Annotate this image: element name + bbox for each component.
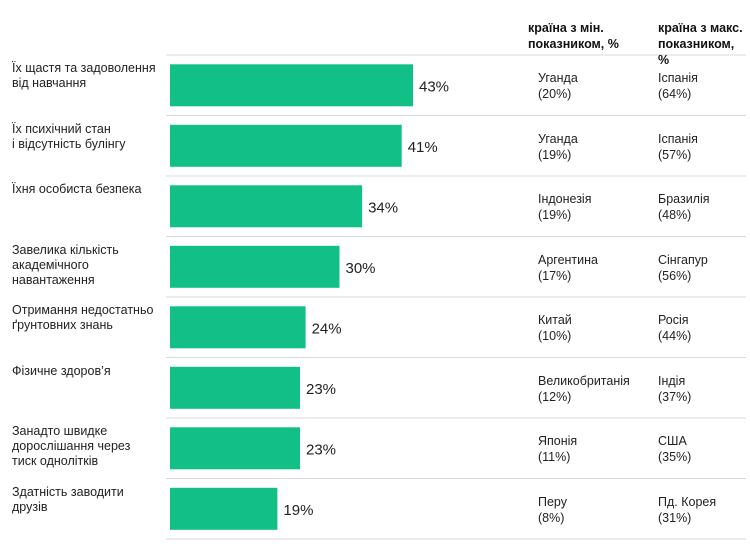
value-label: 30% [346, 260, 376, 277]
min-country-cell-value: (8%) [538, 510, 565, 525]
min-country-cell-value: (19%) [538, 147, 572, 162]
min-country-cell-value: (11%) [538, 450, 571, 464]
bar [170, 306, 306, 349]
min-country-cell-value: (20%) [538, 87, 572, 101]
bar [170, 245, 340, 288]
max-country-cell: Пд. Корея (31%) [658, 494, 716, 526]
max-country-cell: Іспанія (57%) [658, 131, 698, 163]
min-country-cell-name: Уганда [538, 71, 578, 85]
max-country-cell: Росія (44%) [658, 312, 691, 344]
category-label-line: Фізичне здоров’я [12, 363, 111, 378]
bar [170, 64, 413, 107]
min-country-cell: Уганда (20%) [538, 70, 578, 102]
value-label: 41% [408, 139, 438, 156]
max-country-cell-value: (57%) [658, 147, 692, 162]
max-country-cell-name: Пд. Корея [658, 494, 717, 509]
category-label-line: академічного [12, 257, 89, 272]
min-country-cell: Аргентина (17%) [538, 252, 598, 284]
category-label: Отримання недостатньо ґрунтовних знань [12, 303, 162, 333]
category-label-line: Завелика кількість [12, 242, 119, 257]
min-country-cell-name: Японія [538, 434, 578, 448]
min-country-cell-name: Уганда [538, 131, 578, 146]
max-country-cell-value: (35%) [658, 450, 692, 464]
max-country-cell: Сінгапур (56%) [658, 252, 708, 284]
min-country-cell-name: Великобританія [538, 373, 630, 388]
max-country-cell-value: (44%) [658, 329, 692, 343]
min-country-cell: Китай (10%) [538, 312, 572, 344]
min-country-cell-name: Перу [538, 494, 567, 509]
min-country-cell-value: (19%) [538, 208, 572, 222]
min-country-cell: Великобританія (12%) [538, 373, 630, 405]
value-label: 19% [283, 502, 313, 519]
category-label: Їхня особиста безпека [12, 182, 162, 197]
bar [170, 487, 278, 530]
value-label: 23% [306, 381, 336, 398]
min-country-cell-value: (17%) [538, 268, 572, 283]
category-label: Завелика кількість академічного навантажен… [12, 243, 162, 288]
max-country-cell: Іспанія (64%) [658, 70, 698, 102]
max-country-cell-name: Індія [658, 373, 686, 388]
category-label: Занадто швидке дорослішання через тиск одн… [12, 424, 162, 469]
min-country-cell-name: Індонезія [538, 192, 592, 206]
bar [170, 427, 300, 470]
min-country-cell-value: (12%) [538, 389, 572, 404]
category-label-line: Отримання недостатньо [12, 303, 154, 317]
max-country-cell-value: (31%) [658, 510, 692, 525]
max-country-cell: Індія (37%) [658, 373, 691, 405]
category-label: Їх щастя та задоволення від навчання [12, 61, 162, 91]
max-country-cell-name: Іспанія [658, 131, 698, 146]
category-label-line: Їх психічний стан [12, 121, 111, 136]
category-label: Здатність заводити друзів [12, 485, 162, 515]
category-label-line: дорослішання через [12, 439, 131, 453]
header-min-country: країна з мін. показником, % [528, 21, 619, 51]
min-country-cell-name: Аргентина [538, 252, 598, 267]
max-country-cell-name: Бразилія [658, 192, 710, 206]
value-label: 23% [306, 441, 336, 458]
category-label-line: від навчання [12, 76, 87, 90]
min-country-cell: Перу (8%) [538, 494, 567, 526]
category-label-line: навантаження [12, 272, 95, 287]
value-label: 43% [419, 78, 449, 95]
min-country-cell: Уганда (19%) [538, 131, 578, 163]
category-label-line: ґрунтовних знань [12, 318, 113, 332]
category-label: Їх психічний стан і відсутність булінгу [12, 122, 162, 152]
category-label-line: Їхня особиста безпека [12, 182, 142, 196]
min-country-cell: Японія (11%) [538, 433, 577, 465]
category-label-line: і відсутність булінгу [12, 136, 126, 151]
max-country-cell: Бразилія (48%) [658, 191, 710, 223]
value-label: 34% [368, 199, 398, 216]
max-country-cell-value: (64%) [658, 87, 692, 101]
min-country-cell: Індонезія (19%) [538, 191, 591, 223]
max-country-cell-name: Росія [658, 313, 689, 327]
max-country-cell-name: Іспанія [658, 71, 698, 85]
category-label-line: Занадто швидке [12, 424, 108, 438]
max-country-cell-name: Сінгапур [658, 252, 708, 267]
header-max-country: країна з макс. показником, % [658, 21, 743, 67]
min-country-cell-name: Китай [538, 313, 572, 327]
category-label-line: тиск однолітків [12, 454, 99, 468]
category-label: Фізичне здоров’я [12, 364, 162, 379]
bar [170, 124, 402, 167]
min-country-cell-value: (10%) [538, 329, 572, 343]
max-country-cell-name: США [658, 434, 687, 448]
value-label: 24% [312, 320, 342, 337]
max-country-cell-value: (56%) [658, 268, 692, 283]
bar [170, 366, 300, 409]
bar [170, 185, 363, 228]
max-country-cell-value: (37%) [658, 389, 692, 404]
category-label-line: Здатність заводити друзів [12, 484, 124, 514]
max-country-cell-value: (48%) [658, 208, 692, 222]
max-country-cell: США (35%) [658, 433, 691, 465]
category-label-line: Їх щастя та задоволення [12, 61, 156, 75]
